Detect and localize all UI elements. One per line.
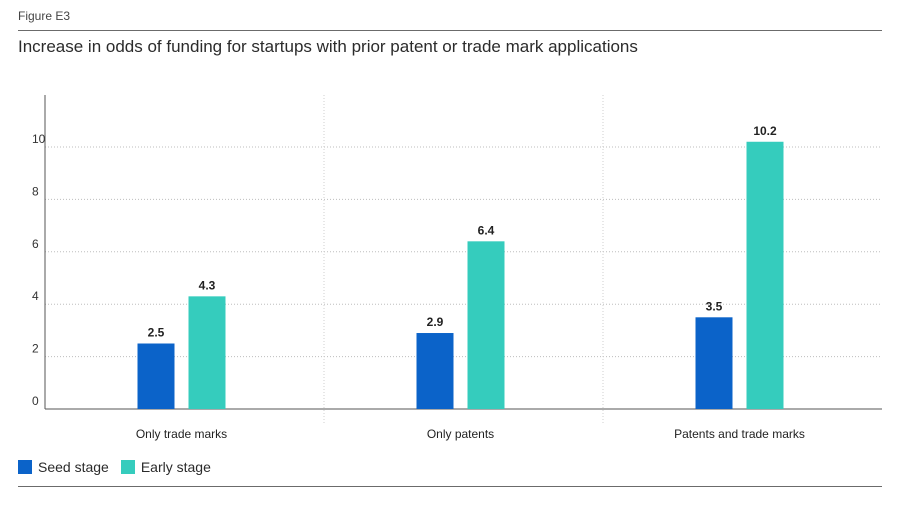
- x-category-label: Patents and trade marks: [674, 427, 805, 441]
- x-category-labels: Only trade marks Only patents Patents and …: [136, 427, 805, 441]
- figure-label: Figure E3: [18, 9, 71, 23]
- legend-item-seed: Seed stage: [18, 459, 109, 475]
- y-tick-label: 10: [32, 132, 46, 146]
- bar-early-1: [467, 241, 505, 409]
- legend-swatch-seed: [18, 460, 32, 474]
- x-category-label: Only patents: [427, 427, 494, 441]
- data-label: 2.9: [427, 315, 444, 329]
- data-label: 10.2: [753, 124, 777, 138]
- bar-early-0: [188, 296, 226, 409]
- legend-swatch-early: [120, 460, 135, 474]
- chart-title: Increase in odds of funding for startups…: [18, 37, 638, 56]
- legend-label-early: Early stage: [140, 459, 211, 475]
- bar-seed-2: [695, 317, 733, 409]
- bars: [137, 141, 784, 409]
- y-tick-label: 0: [32, 394, 39, 408]
- legend-label-seed: Seed stage: [38, 459, 109, 475]
- bar-seed-1: [416, 333, 454, 409]
- category-separators: [323, 95, 604, 425]
- y-tick-label: 4: [32, 289, 39, 303]
- data-label: 4.3: [199, 278, 216, 292]
- x-category-label: Only trade marks: [136, 427, 227, 441]
- data-label: 3.5: [706, 299, 723, 313]
- y-tick-labels: 0 2 4 6 8 10: [32, 132, 46, 408]
- y-tick-label: 2: [32, 342, 39, 356]
- legend-item-early: Early stage: [120, 459, 211, 475]
- legend: Seed stage Early stage: [18, 459, 223, 475]
- y-tick-label: 6: [32, 237, 39, 251]
- bar-early-2: [746, 141, 784, 409]
- bar-seed-0: [137, 343, 175, 409]
- title-rule: [18, 30, 882, 31]
- bottom-rule: [18, 486, 882, 487]
- y-tick-label: 8: [32, 184, 39, 198]
- data-label: 6.4: [478, 223, 495, 237]
- data-label: 2.5: [148, 326, 165, 340]
- data-labels: 2.5 4.3 2.9 6.4 3.5 10.2: [148, 124, 777, 340]
- axes: [44, 95, 882, 410]
